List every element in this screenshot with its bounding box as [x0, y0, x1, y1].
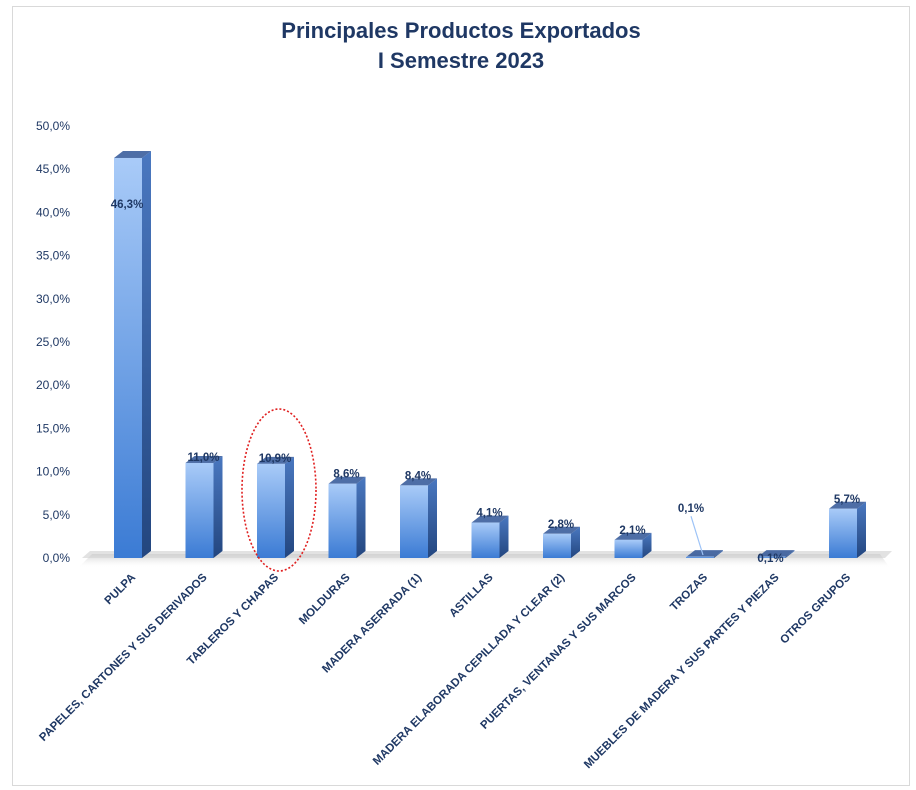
leader-line [690, 516, 704, 556]
data-label: 8,4% [405, 470, 431, 482]
bar [185, 455, 223, 558]
bar-top [614, 532, 652, 540]
bar-top [471, 515, 509, 523]
bar-front [829, 508, 857, 558]
y-tick-label: 0,0% [43, 551, 71, 565]
bar [257, 456, 294, 558]
bar [400, 478, 437, 558]
bar-front [543, 533, 571, 558]
bar-front [757, 556, 786, 558]
y-tick-label: 40,0% [36, 205, 70, 219]
bar-side [142, 150, 151, 558]
y-tick-label: 10,0% [36, 465, 70, 479]
bar [328, 476, 366, 558]
highlight-circle [241, 408, 317, 572]
data-label: 10,9% [259, 453, 292, 465]
y-tick-label: 5,0% [43, 508, 71, 522]
x-tick-label: OTROS GRUPOS [778, 571, 853, 646]
data-label: 0,1% [757, 553, 783, 565]
chart-subtitle: I Semestre 2023 [377, 48, 545, 73]
y-tick-label: 35,0% [36, 249, 70, 263]
data-label: 0,1% [678, 503, 704, 515]
y-tick-label: 15,0% [36, 421, 70, 435]
bar-top [257, 456, 294, 464]
x-tick-label: PULPA [103, 572, 138, 607]
bar-top [400, 478, 437, 486]
data-label: 5,7% [834, 494, 860, 506]
bar-top [543, 526, 580, 534]
data-label: 2,1% [619, 525, 645, 537]
data-label: 2,8% [548, 519, 574, 531]
bar [614, 532, 652, 558]
bar-side [499, 515, 509, 558]
bar-top [686, 550, 723, 558]
x-tick-label: ASTILLAS [447, 571, 495, 619]
chart-frame [12, 6, 910, 786]
bar-top [114, 150, 151, 158]
data-label: 4,1% [476, 508, 502, 520]
bar [471, 515, 509, 558]
bar [114, 150, 151, 558]
bar-side [857, 501, 866, 558]
bar-side [714, 550, 723, 558]
bar-front [257, 463, 285, 558]
bar [686, 550, 723, 558]
bar-top [829, 501, 866, 509]
bar-front [328, 483, 357, 558]
y-tick-label: 50,0% [36, 119, 70, 133]
bar-side [642, 532, 652, 558]
bar-side [785, 550, 795, 558]
bar-front [686, 556, 714, 558]
bar-side [571, 526, 580, 558]
bar [543, 526, 580, 558]
bar-top [328, 476, 366, 484]
y-tick-label: 30,0% [36, 292, 70, 306]
bar-side [285, 456, 294, 558]
x-tick-label: TROZAS [668, 571, 710, 613]
y-tick-label: 20,0% [36, 378, 70, 392]
data-label: 8,6% [333, 469, 359, 481]
bar-front [185, 462, 214, 558]
bar-front [400, 485, 428, 558]
x-tick-label: PUERTAS, VENTANAS Y SUS MARCOS [478, 571, 638, 731]
data-label: 46,3% [111, 199, 144, 211]
chart-title: Principales Productos Exportados [281, 18, 641, 43]
data-label: 11,0% [188, 452, 220, 464]
bar-front [114, 157, 142, 558]
y-tick-label: 25,0% [36, 335, 70, 349]
bar-top [757, 550, 795, 558]
bar-front [471, 522, 500, 558]
bar-side [428, 478, 437, 558]
bar-top [185, 455, 223, 463]
bar-side [356, 476, 366, 558]
bar-side [213, 455, 223, 558]
x-tick-label: PAPELES, CARTONES Y SUS DERIVADOS [37, 571, 209, 743]
y-tick-label: 45,0% [36, 162, 70, 176]
bar-front [614, 539, 643, 558]
bar [757, 550, 795, 558]
bar [829, 501, 866, 558]
x-tick-label: MOLDURAS [297, 571, 353, 627]
